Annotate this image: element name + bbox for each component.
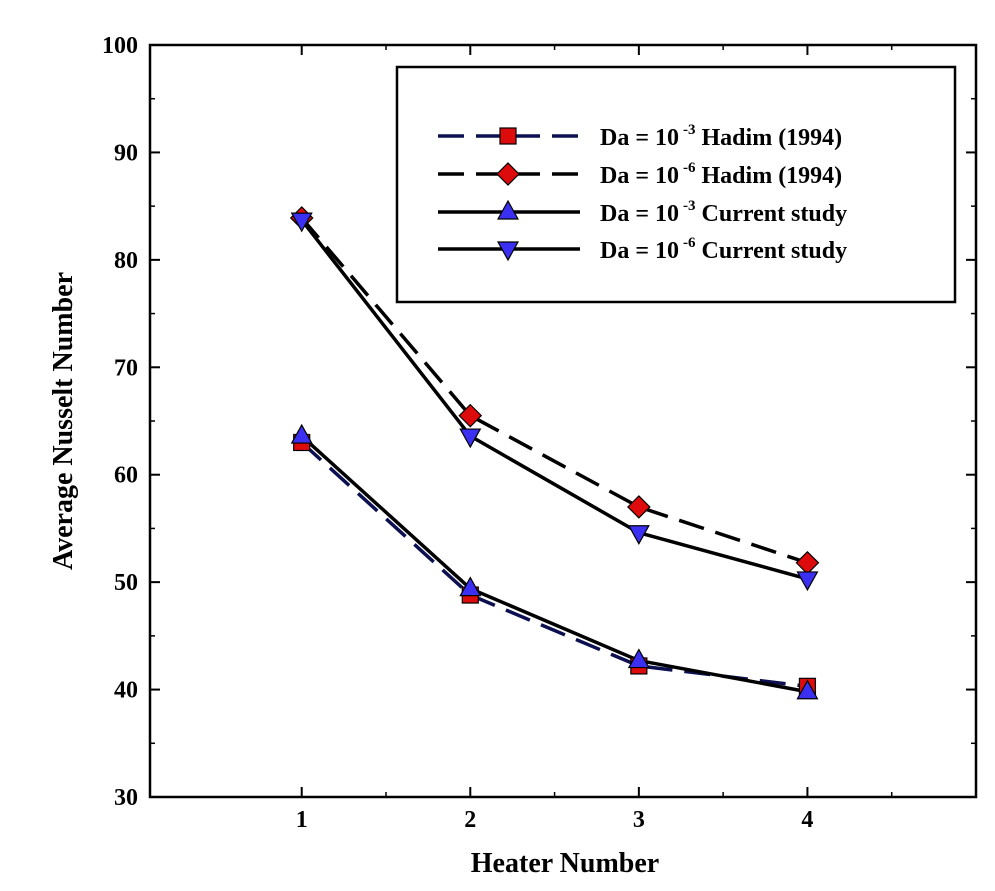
series-line-3	[300, 219, 808, 581]
legend-label-base: Da = 10	[600, 238, 679, 264]
legend-label-exponent: -6	[683, 235, 696, 251]
series-line-1	[300, 216, 808, 565]
y-tick-label: 80	[114, 248, 138, 274]
series-line-0	[300, 441, 808, 689]
legend-label-base: Da = 10	[600, 163, 679, 189]
series-1-point	[458, 403, 483, 428]
legend-marker-1	[496, 162, 520, 186]
legend-label-source: Current study	[702, 238, 848, 264]
legend-marker-0	[499, 127, 517, 145]
series-lines-layer	[300, 216, 808, 694]
series-1-point	[795, 550, 820, 575]
series-1-point	[627, 495, 651, 519]
series-line-2	[300, 434, 808, 694]
legend-marker-3	[496, 241, 520, 262]
legend-label-source: Hadim (1994)	[702, 163, 843, 189]
series-2-point	[796, 679, 819, 700]
legend: Da = 10 -3 Hadim (1994)Da = 10 -6 Hadim (199…	[395, 65, 957, 304]
y-tick-label: 100	[102, 33, 138, 59]
legend-label-base: Da = 10	[600, 201, 679, 227]
x-tick-label: 1	[296, 807, 308, 833]
series-2-point	[290, 423, 313, 444]
y-tick-label: 60	[114, 463, 138, 489]
series-3-point	[290, 212, 313, 233]
y-tick-label: 30	[114, 785, 138, 811]
y-axis-ticks: 30 40 50 60 70 80 90 100	[102, 33, 976, 811]
legend-label-base: Da = 10	[600, 125, 679, 151]
legend-marker-2	[496, 199, 520, 220]
y-tick-label: 50	[114, 570, 138, 596]
y-axis-title: Average Nusselt Number	[48, 272, 79, 570]
x-axis-ticks: 1 2 3 4	[296, 45, 893, 833]
legend-label-exponent: -6	[683, 160, 696, 176]
legend-label-1: Da = 10 -6 Hadim (1994)	[600, 160, 842, 189]
legend-label-source: Current study	[702, 201, 848, 227]
x-tick-label: 3	[633, 807, 645, 833]
series-3-point	[459, 428, 482, 449]
series-markers-layer	[289, 206, 820, 700]
y-tick-label: 70	[114, 355, 138, 381]
legend-label-3: Da = 10 -6 Current study	[600, 235, 847, 264]
series-3-point	[796, 571, 819, 592]
legend-box	[395, 65, 957, 304]
x-tick-label: 2	[464, 807, 476, 833]
series-2-point	[459, 576, 482, 597]
series-3-point	[627, 525, 650, 545]
y-tick-label: 90	[114, 140, 138, 166]
y-tick-label: 40	[114, 678, 138, 704]
legend-label-2: Da = 10 -3 Current study	[600, 198, 847, 227]
legend-label-exponent: -3	[683, 198, 696, 214]
legend-label-source: Hadim (1994)	[702, 125, 843, 151]
series-2-point	[627, 648, 650, 669]
x-axis-title: Heater Number	[471, 848, 659, 879]
legend-label-0: Da = 10 -3 Hadim (1994)	[600, 122, 842, 151]
legend-label-exponent: -3	[683, 122, 696, 138]
x-tick-label: 4	[801, 807, 813, 833]
